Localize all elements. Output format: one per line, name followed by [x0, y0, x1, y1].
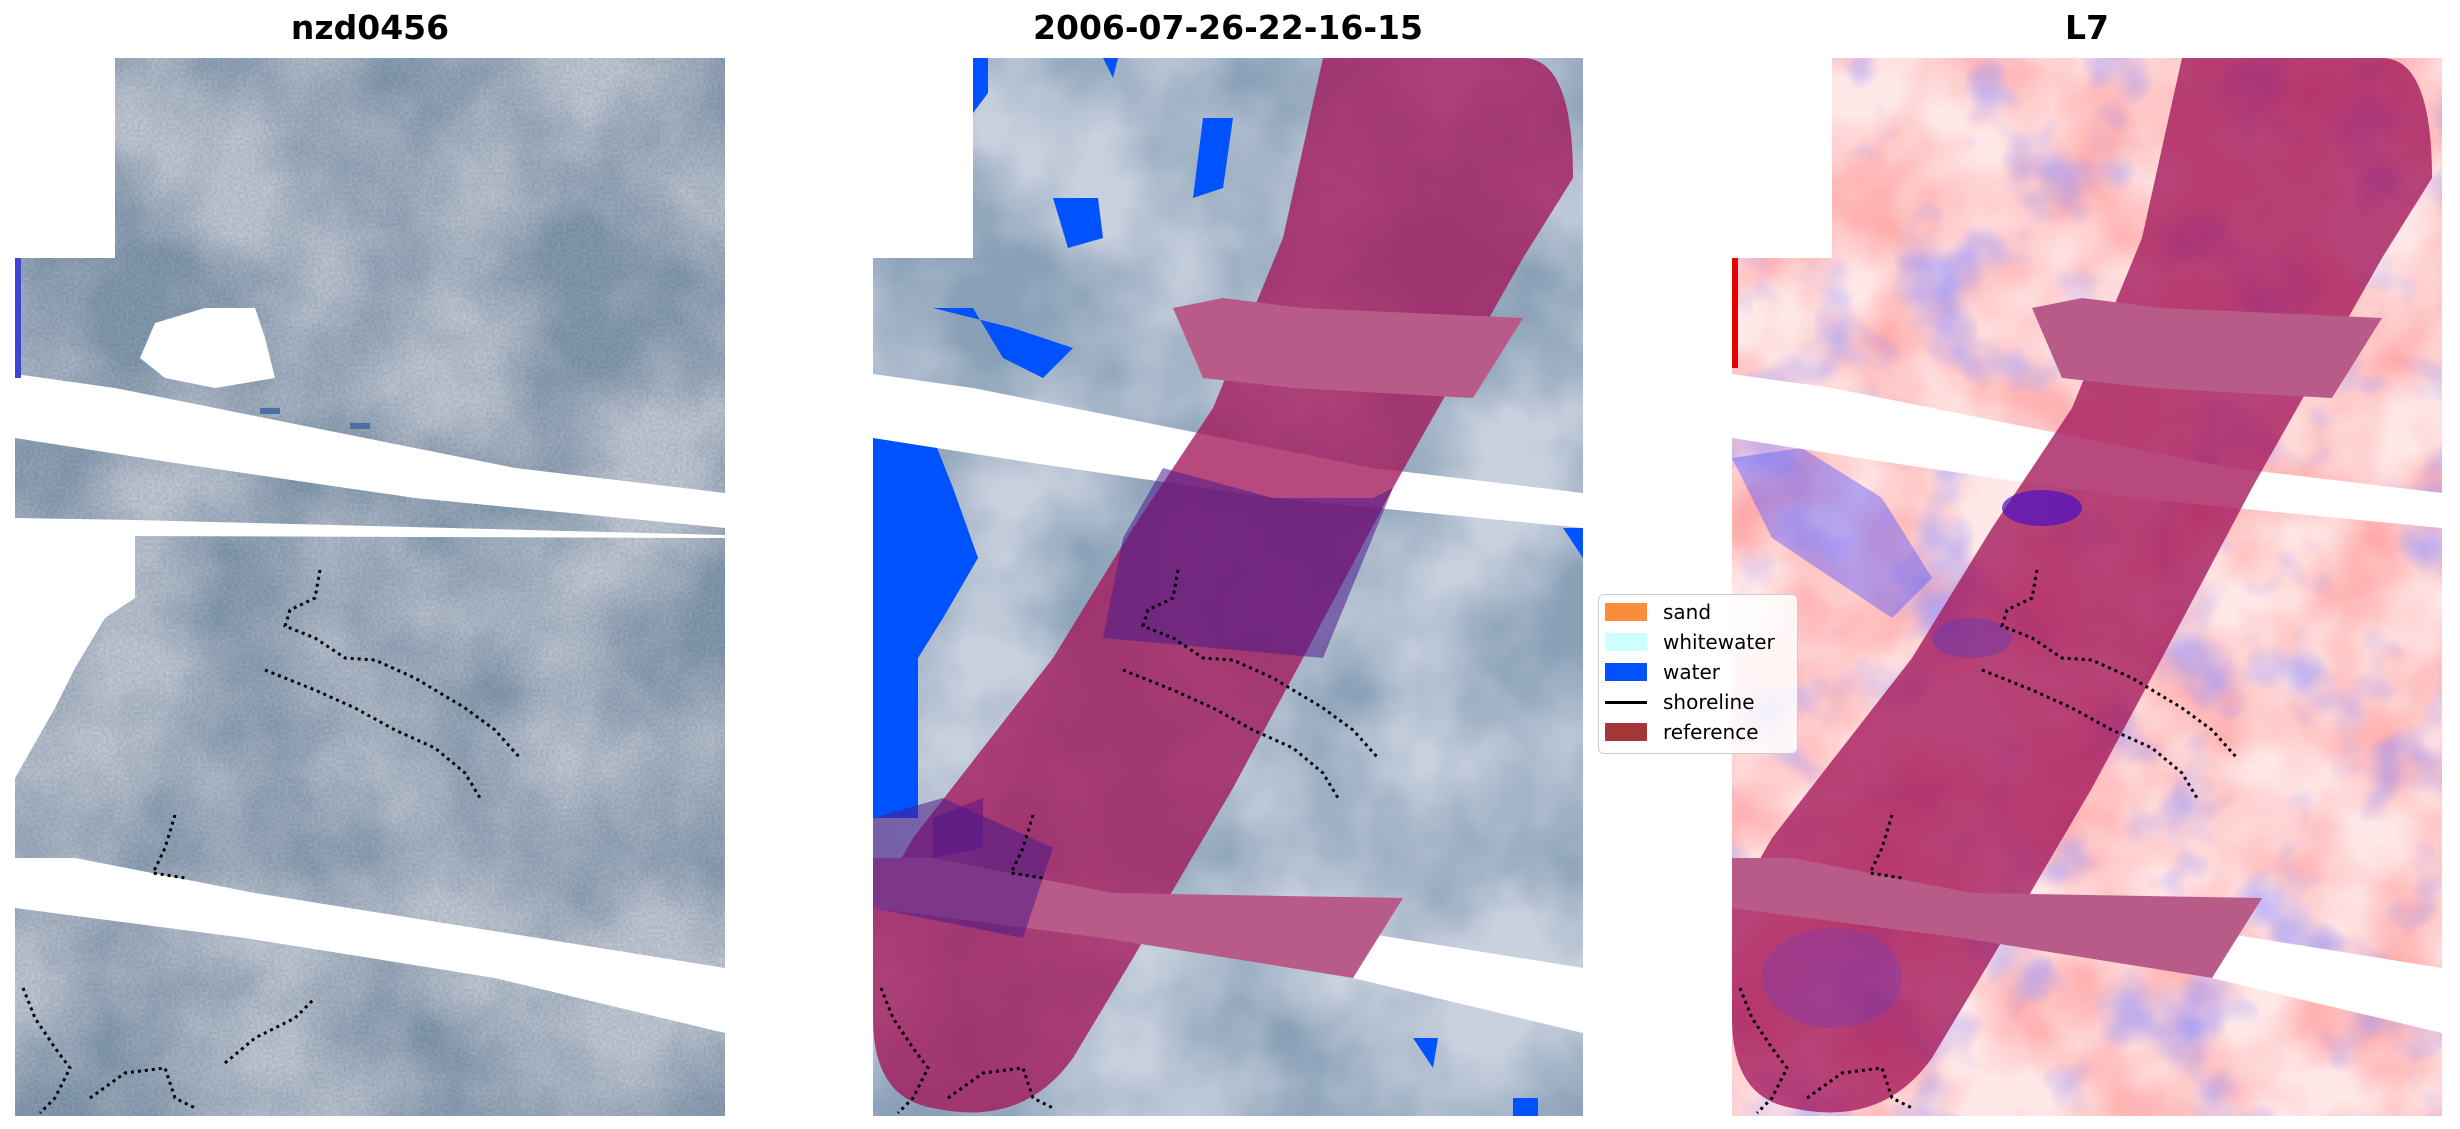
- legend-label: reference: [1663, 720, 1759, 744]
- rgb-image: [15, 58, 725, 1116]
- whitewater-swatch: [1605, 633, 1647, 651]
- water-swatch: [1605, 663, 1647, 681]
- legend-item-shoreline: shoreline: [1605, 689, 1755, 715]
- legend-label: sand: [1663, 600, 1712, 624]
- classification-panel: [873, 58, 1583, 1116]
- legend-item-whitewater: whitewater: [1605, 629, 1775, 655]
- legend-item-reference: reference: [1605, 719, 1759, 745]
- difference-panel: [1732, 58, 2442, 1116]
- classification-image: [873, 58, 1583, 1116]
- rgb-image-panel: [15, 58, 725, 1116]
- water-region: [873, 438, 978, 818]
- sand-swatch: [1605, 603, 1647, 621]
- legend: sand whitewater water shoreline referenc…: [1598, 594, 1798, 754]
- legend-item-water: water: [1605, 659, 1720, 685]
- difference-image: [1732, 58, 2442, 1116]
- panel-title-rgb: nzd0456: [290, 8, 450, 47]
- legend-item-sand: sand: [1605, 599, 1711, 625]
- shoreline-swatch: [1605, 693, 1647, 711]
- reference-swatch: [1605, 723, 1647, 741]
- panel-title-date: 2006-07-26-22-16-15: [1033, 8, 1423, 47]
- shoreline-trace: [283, 569, 522, 759]
- legend-label: whitewater: [1663, 630, 1775, 654]
- legend-label: water: [1663, 660, 1720, 684]
- panel-title-satellite: L7: [2065, 8, 2109, 47]
- legend-label: shoreline: [1663, 690, 1755, 714]
